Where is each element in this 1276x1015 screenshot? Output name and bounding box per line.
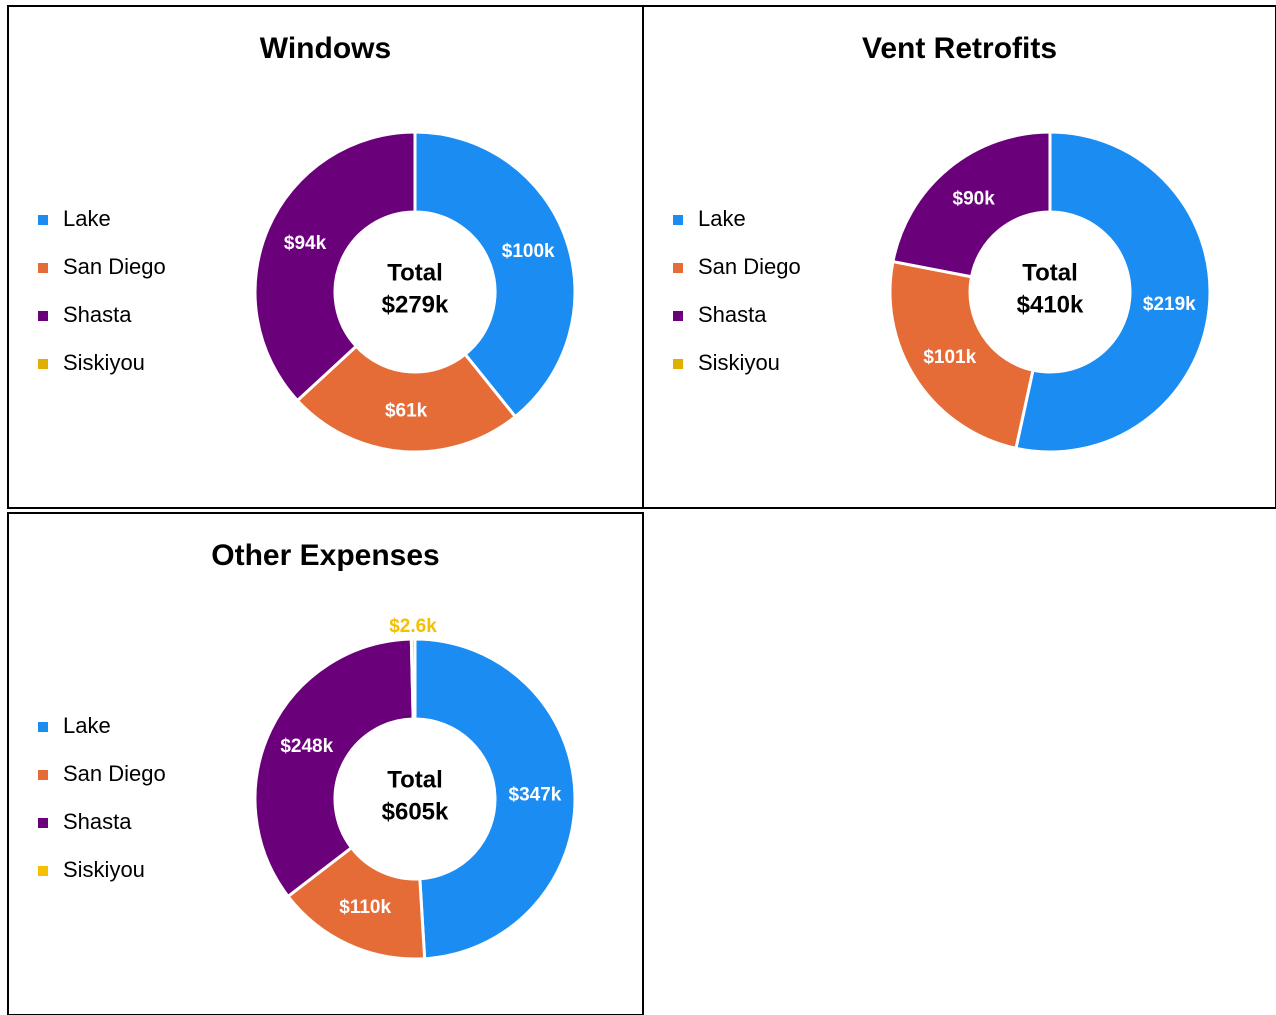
legend-label: San Diego bbox=[63, 761, 166, 786]
data-label: $61k bbox=[385, 401, 428, 422]
legend-swatch bbox=[38, 818, 48, 828]
legend-swatch bbox=[38, 359, 48, 369]
legend-label: Shasta bbox=[698, 302, 767, 327]
donut-slice bbox=[1014, 130, 1212, 454]
data-label: $248k bbox=[280, 736, 333, 757]
chart-title: Other Expenses bbox=[211, 539, 439, 572]
legend-swatch bbox=[38, 263, 48, 273]
data-label: $94k bbox=[284, 233, 327, 254]
center-label: $410k bbox=[1017, 291, 1084, 318]
legend-swatch bbox=[38, 866, 48, 876]
center-label: $605k bbox=[382, 798, 449, 825]
donut-slice bbox=[253, 637, 415, 899]
legend-label: Lake bbox=[698, 206, 746, 231]
data-label: $101k bbox=[923, 347, 976, 368]
donut-slice bbox=[888, 259, 1035, 451]
legend-swatch bbox=[38, 722, 48, 732]
donut-slice bbox=[253, 130, 417, 403]
chart-title: Vent Retrofits bbox=[862, 32, 1057, 65]
legend-swatch bbox=[38, 311, 48, 321]
data-label: $90k bbox=[953, 188, 996, 209]
center-label: Total bbox=[1022, 259, 1078, 286]
center-label: Total bbox=[387, 259, 443, 286]
chart-title: Windows bbox=[260, 32, 391, 65]
panel-border bbox=[7, 512, 644, 1015]
donut-slice bbox=[295, 344, 518, 454]
legend-label: Shasta bbox=[63, 809, 132, 834]
legend-swatch bbox=[673, 215, 683, 225]
legend-label: Siskiyou bbox=[63, 857, 145, 882]
legend-label: Shasta bbox=[63, 302, 132, 327]
data-label: $2.6k bbox=[389, 616, 437, 637]
legend-label: San Diego bbox=[698, 254, 801, 279]
legend-swatch bbox=[673, 359, 683, 369]
donut-slice bbox=[413, 637, 577, 961]
legend-swatch bbox=[38, 215, 48, 225]
center-label: Total bbox=[387, 766, 443, 793]
data-label: $100k bbox=[502, 241, 555, 262]
data-label: $347k bbox=[509, 784, 562, 805]
center-label: $279k bbox=[382, 291, 449, 318]
legend-label: San Diego bbox=[63, 254, 166, 279]
legend-label: Lake bbox=[63, 713, 111, 738]
donut-slice bbox=[891, 130, 1052, 279]
legend-swatch bbox=[673, 311, 683, 321]
data-label: $219k bbox=[1143, 294, 1196, 315]
donut-slice bbox=[413, 130, 577, 419]
legend-swatch bbox=[673, 263, 683, 273]
panel-border bbox=[642, 5, 1276, 509]
data-label: $110k bbox=[339, 897, 391, 918]
donut-slice bbox=[409, 637, 417, 721]
legend-swatch bbox=[38, 770, 48, 780]
legend-label: Lake bbox=[63, 206, 111, 231]
legend-label: Siskiyou bbox=[698, 350, 780, 375]
legend-label: Siskiyou bbox=[63, 350, 145, 375]
